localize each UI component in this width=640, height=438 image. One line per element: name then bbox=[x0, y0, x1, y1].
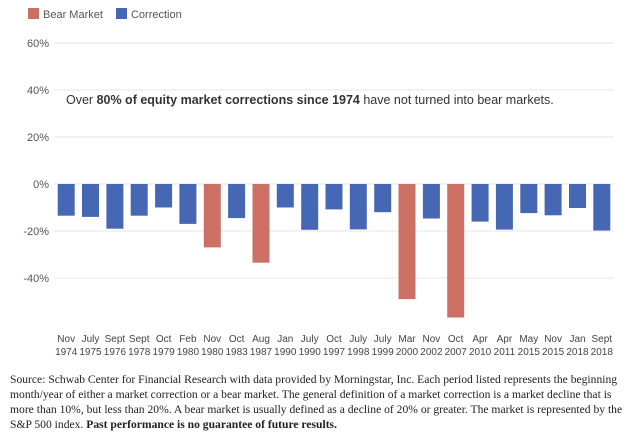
x-tick-label-month: Nov bbox=[57, 334, 75, 345]
legend-swatch-bear-market bbox=[28, 8, 39, 19]
x-tick-label-year: 1974 bbox=[55, 347, 78, 358]
legend-item-correction: Correction bbox=[115, 8, 182, 21]
bar bbox=[57, 184, 75, 216]
x-tick-label-year: 2015 bbox=[518, 347, 541, 358]
x-tick-label-month: Nov bbox=[544, 334, 562, 345]
x-tick-label-year: 2000 bbox=[396, 347, 419, 358]
x-tick-label-year: 2010 bbox=[469, 347, 492, 358]
x-tick-label-year: 1983 bbox=[225, 347, 248, 358]
footnote-disclaimer: Past performance is no guarantee of futu… bbox=[86, 418, 337, 431]
x-tick-label-month: Aug bbox=[252, 334, 270, 345]
bar bbox=[228, 184, 246, 219]
source-footnote: Source: Schwab Center for Financial Rese… bbox=[10, 372, 634, 432]
bar bbox=[179, 184, 197, 224]
y-tick-label: -40% bbox=[23, 273, 49, 285]
chart-annotation: Over 80% of equity market corrections si… bbox=[66, 93, 554, 107]
bar bbox=[593, 184, 611, 231]
annotation-suffix: have not turned into bear markets. bbox=[359, 93, 554, 107]
x-tick-label-month: Sept bbox=[129, 334, 150, 345]
bar bbox=[301, 184, 319, 230]
x-tick-label-month: Nov bbox=[203, 334, 221, 345]
annotation-prefix: Over bbox=[66, 93, 97, 107]
x-tick-label-month: May bbox=[519, 334, 538, 345]
bar bbox=[252, 184, 270, 263]
x-tick-label-year: 2018 bbox=[566, 347, 589, 358]
y-tick-label: 0% bbox=[33, 179, 49, 191]
legend-item-bear-market: Bear Market bbox=[28, 8, 103, 21]
x-tick-label-month: Apr bbox=[497, 334, 513, 345]
bar bbox=[398, 184, 416, 300]
bar bbox=[276, 184, 294, 208]
x-tick-label-month: July bbox=[301, 334, 319, 345]
x-tick-label-month: Oct bbox=[448, 334, 464, 345]
x-tick-label-month: July bbox=[82, 334, 100, 345]
x-tick-label-month: Feb bbox=[179, 334, 197, 345]
x-tick-label-year: 1979 bbox=[152, 347, 175, 358]
x-tick-label-year: 2011 bbox=[494, 347, 516, 358]
bar bbox=[82, 184, 99, 217]
bar bbox=[349, 184, 367, 230]
x-tick-label-month: Oct bbox=[326, 334, 342, 345]
x-tick-label-year: 1990 bbox=[299, 347, 322, 358]
x-tick-label-year: 2018 bbox=[591, 347, 614, 358]
bar bbox=[130, 184, 148, 216]
bar bbox=[374, 184, 392, 213]
legend-label-bear-market: Bear Market bbox=[43, 9, 103, 21]
x-tick-label-year: 1975 bbox=[79, 347, 102, 358]
x-tick-label-year: 1998 bbox=[347, 347, 370, 358]
footnote-text: Source: Schwab Center for Financial Rese… bbox=[10, 373, 623, 431]
x-tick-label-year: 1978 bbox=[128, 347, 151, 358]
x-tick-label-year: 2015 bbox=[542, 347, 565, 358]
x-tick-label-month: July bbox=[374, 334, 392, 345]
chart-legend: Bear Market Correction bbox=[28, 8, 192, 21]
bar bbox=[447, 184, 465, 318]
x-tick-label-year: 1987 bbox=[250, 347, 273, 358]
bar bbox=[544, 184, 562, 216]
x-tick-label-year: 1990 bbox=[274, 347, 297, 358]
bar bbox=[471, 184, 489, 222]
y-tick-label: 40% bbox=[27, 85, 49, 97]
x-tick-label-year: 1997 bbox=[323, 347, 346, 358]
x-tick-label-month: Nov bbox=[423, 334, 441, 345]
x-tick-label-year: 1999 bbox=[372, 347, 395, 358]
legend-swatch-correction bbox=[115, 8, 127, 19]
x-tick-label-month: Mar bbox=[398, 334, 416, 345]
x-tick-label-year: 2002 bbox=[420, 347, 443, 358]
legend-label-correction: Correction bbox=[130, 9, 182, 21]
x-tick-label-month: Oct bbox=[156, 334, 172, 345]
x-tick-label-month: Sept bbox=[592, 334, 613, 345]
annotation-bold: 80% of equity market corrections since 1… bbox=[96, 93, 360, 107]
bar bbox=[203, 184, 221, 248]
x-tick-label-month: Oct bbox=[229, 334, 245, 345]
bar-chart: 60%40%20%0%-20%-40%Nov1974July1975Sept19… bbox=[23, 38, 614, 358]
bar bbox=[520, 184, 538, 214]
bar bbox=[155, 184, 173, 208]
bar bbox=[569, 184, 586, 208]
x-tick-label-year: 1976 bbox=[104, 347, 127, 358]
bar bbox=[106, 184, 124, 229]
y-tick-label: 60% bbox=[27, 38, 49, 50]
x-tick-label-month: July bbox=[349, 334, 367, 345]
x-tick-label-month: Sept bbox=[105, 334, 126, 345]
bar bbox=[495, 184, 513, 230]
x-tick-label-month: Jan bbox=[277, 334, 293, 345]
x-tick-label-year: 1980 bbox=[177, 347, 200, 358]
bar bbox=[422, 184, 440, 219]
x-tick-label-month: Apr bbox=[472, 334, 488, 345]
bar bbox=[325, 184, 343, 210]
x-tick-label-month: Jan bbox=[569, 334, 585, 345]
x-tick-label-year: 1980 bbox=[201, 347, 224, 358]
y-tick-label: -20% bbox=[23, 226, 49, 238]
x-tick-label-year: 2007 bbox=[445, 347, 468, 358]
y-tick-label: 20% bbox=[27, 132, 49, 144]
